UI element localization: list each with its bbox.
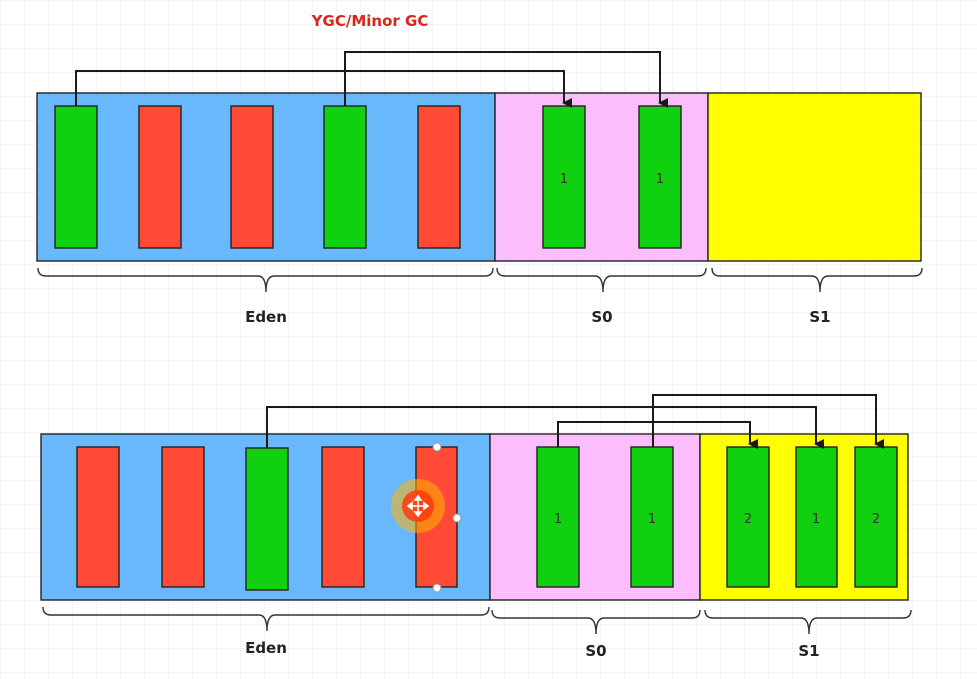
s0-object (630, 446, 674, 588)
region-braces (42, 606, 912, 635)
object-age-label: 1 (560, 172, 568, 187)
eden-object (54, 105, 98, 249)
eden-label: Eden (245, 639, 287, 657)
s0-object (536, 446, 580, 588)
eden-object (161, 446, 205, 588)
eden-object (138, 105, 182, 249)
eden-object (230, 105, 274, 249)
eden-objects (54, 105, 461, 249)
copy-arrows (266, 394, 884, 449)
eden-object (321, 446, 365, 588)
copy-arrow (266, 406, 824, 449)
s1-object (854, 446, 898, 588)
object-age-label: 2 (744, 512, 752, 527)
object-age-label: 1 (554, 512, 562, 527)
object-age-label: 2 (872, 512, 880, 527)
diagram-before-gc: 1 1 Eden S0 S1 (36, 51, 923, 326)
resize-handle[interactable] (452, 513, 462, 523)
copy-arrow (344, 51, 668, 108)
eden-object (417, 105, 461, 249)
resize-handle[interactable] (432, 442, 442, 452)
resize-handle[interactable] (432, 583, 442, 593)
move-cursor-icon (391, 479, 445, 533)
s0-objects: 1 1 (536, 446, 674, 588)
s1-brace (711, 267, 923, 293)
s1-region (707, 92, 922, 262)
s0-objects: 1 1 (542, 105, 682, 249)
diagram-after-gc: 1 1 2 1 2 (40, 394, 912, 660)
s0-brace (496, 267, 707, 293)
object-age-label: 1 (812, 512, 820, 527)
copy-arrows (75, 51, 668, 108)
eden-object (76, 446, 120, 588)
s1-objects: 2 1 2 (726, 446, 898, 588)
move-arrows-glyph (406, 494, 430, 518)
s0-brace (491, 609, 701, 635)
eden-object (323, 105, 367, 249)
eden-brace (37, 267, 494, 293)
region-braces (37, 267, 923, 293)
s1-label: S1 (798, 642, 819, 660)
s1-brace (704, 609, 912, 635)
eden-label: Eden (245, 308, 287, 326)
s0-object (542, 105, 586, 249)
s1-label: S1 (809, 308, 830, 326)
object-age-label: 1 (648, 512, 656, 527)
diagram-title: YGC/Minor GC (311, 12, 429, 30)
copy-arrow (75, 70, 572, 108)
copy-arrow (557, 421, 758, 449)
s0-label: S0 (585, 642, 606, 660)
s0-object (638, 105, 682, 249)
eden-brace (42, 606, 490, 632)
s0-label: S0 (591, 308, 612, 326)
eden-object (245, 447, 289, 591)
s1-object (726, 446, 770, 588)
selection-handles[interactable] (432, 442, 462, 593)
object-age-label: 1 (656, 172, 664, 187)
